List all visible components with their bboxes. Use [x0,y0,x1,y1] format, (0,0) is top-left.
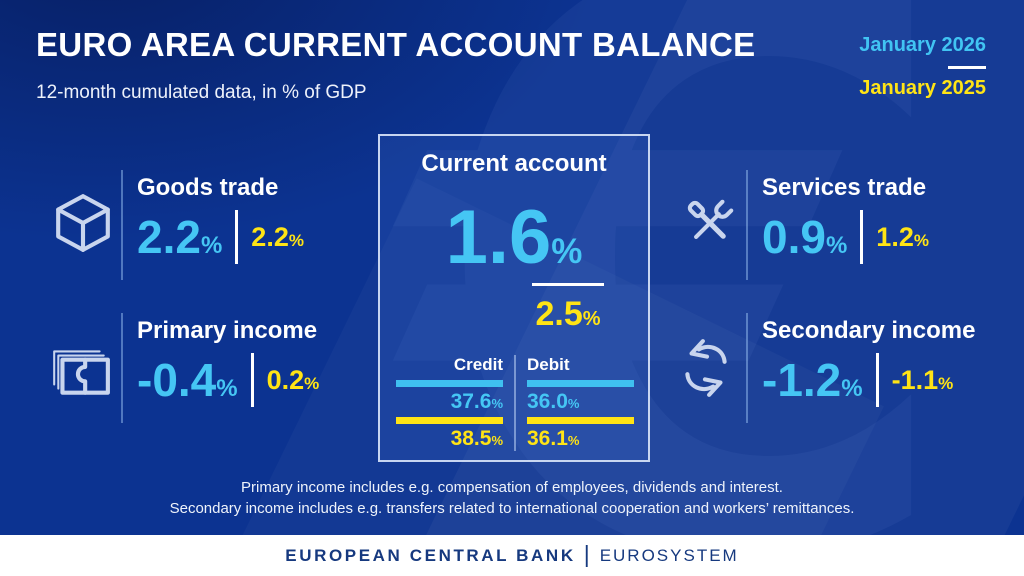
section-label: Goods trade [137,174,279,201]
current-account-panel: Current account 1.6% 2.5% Credit 37.6% 3… [378,134,650,462]
tools-icon [681,194,739,252]
current-account-value-previous: 2.5% [529,283,607,334]
section-divider-line [746,170,748,280]
section-divider-line [121,170,123,280]
debit-previous-value: 36.1% [527,427,580,451]
credit-current-bar [396,380,503,387]
section-label: Services trade [762,174,927,201]
section-label: Primary income [137,317,318,344]
wordmark-separator: | [583,541,590,567]
section-goods-trade: Goods trade 2.2% 2.2% [48,170,378,288]
page-subtitle: 12-month cumulated data, in % of GDP [36,82,367,103]
value-current: 0.9% [762,210,848,263]
page-title: EURO AREA CURRENT ACCOUNT BALANCE [36,26,756,63]
footnote-secondary-income: Secondary income includes e.g. transfers… [169,500,855,517]
section-primary-income: Primary income -0.4% 0.2% [48,313,378,431]
section-values: 2.2% 2.2% [137,210,304,264]
section-services-trade: Services trade 0.9% 1.2% [673,170,1003,288]
section-secondary-income: Secondary income -1.2% -1.1% [673,313,1003,431]
credit-debit-table: Credit 37.6% 38.5% Debit 36.0% 36.1% [396,355,634,452]
value-current: -1.2% [762,353,863,406]
section-divider-line [746,313,748,423]
credit-column: Credit 37.6% 38.5% [396,355,514,451]
credit-header: Credit [453,355,503,374]
cube-icon [54,192,112,254]
cycle-arrows-icon [677,337,735,399]
value-previous: 0.2% [266,364,320,395]
value-separator-line [235,210,239,264]
table-divider-line [514,355,516,452]
debit-current-bar [527,380,634,387]
section-values: -0.4% 0.2% [137,353,319,407]
credit-previous-bar [396,417,503,425]
current-account-value-current: 1.6% [445,195,583,280]
period-current-label: January 2026 [859,34,986,56]
value-previous: 1.2% [876,221,929,252]
debit-current-value: 36.0% [527,390,580,413]
value-current: -0.4% [137,353,238,406]
section-label: Secondary income [762,317,976,344]
value-previous: 2.2% [251,221,304,252]
footnote-primary-income: Primary income includes e.g. compensatio… [241,479,783,496]
value-previous: -1.1% [891,364,954,395]
ecb-footer-bar: EUROPEAN CENTRAL BANK | EUROSYSTEM [0,535,1024,576]
eurosystem-wordmark: EUROSYSTEM [599,545,739,565]
debit-column: Debit 36.0% 36.1% [516,355,634,451]
value-current: 2.2% [137,210,223,263]
period-previous-label: January 2025 [859,77,986,99]
ecb-wordmark: EUROPEAN CENTRAL BANK [285,545,576,565]
banknotes-icon [48,341,112,399]
section-values: -1.2% -1.1% [762,353,953,407]
credit-previous-value: 38.5% [450,427,503,451]
period-divider-line [948,66,986,69]
period-legend: January 2026 January 2025 [859,34,986,100]
debit-header: Debit [527,355,570,374]
value-underline [532,283,604,286]
debit-previous-bar [527,417,634,425]
section-divider-line [121,313,123,423]
section-values: 0.9% 1.2% [762,210,929,264]
value-separator-line [250,353,254,407]
value-separator-line [860,210,864,264]
credit-current-value: 37.6% [450,390,503,413]
value-separator-line [875,353,879,407]
current-account-title: Current account [421,150,607,177]
